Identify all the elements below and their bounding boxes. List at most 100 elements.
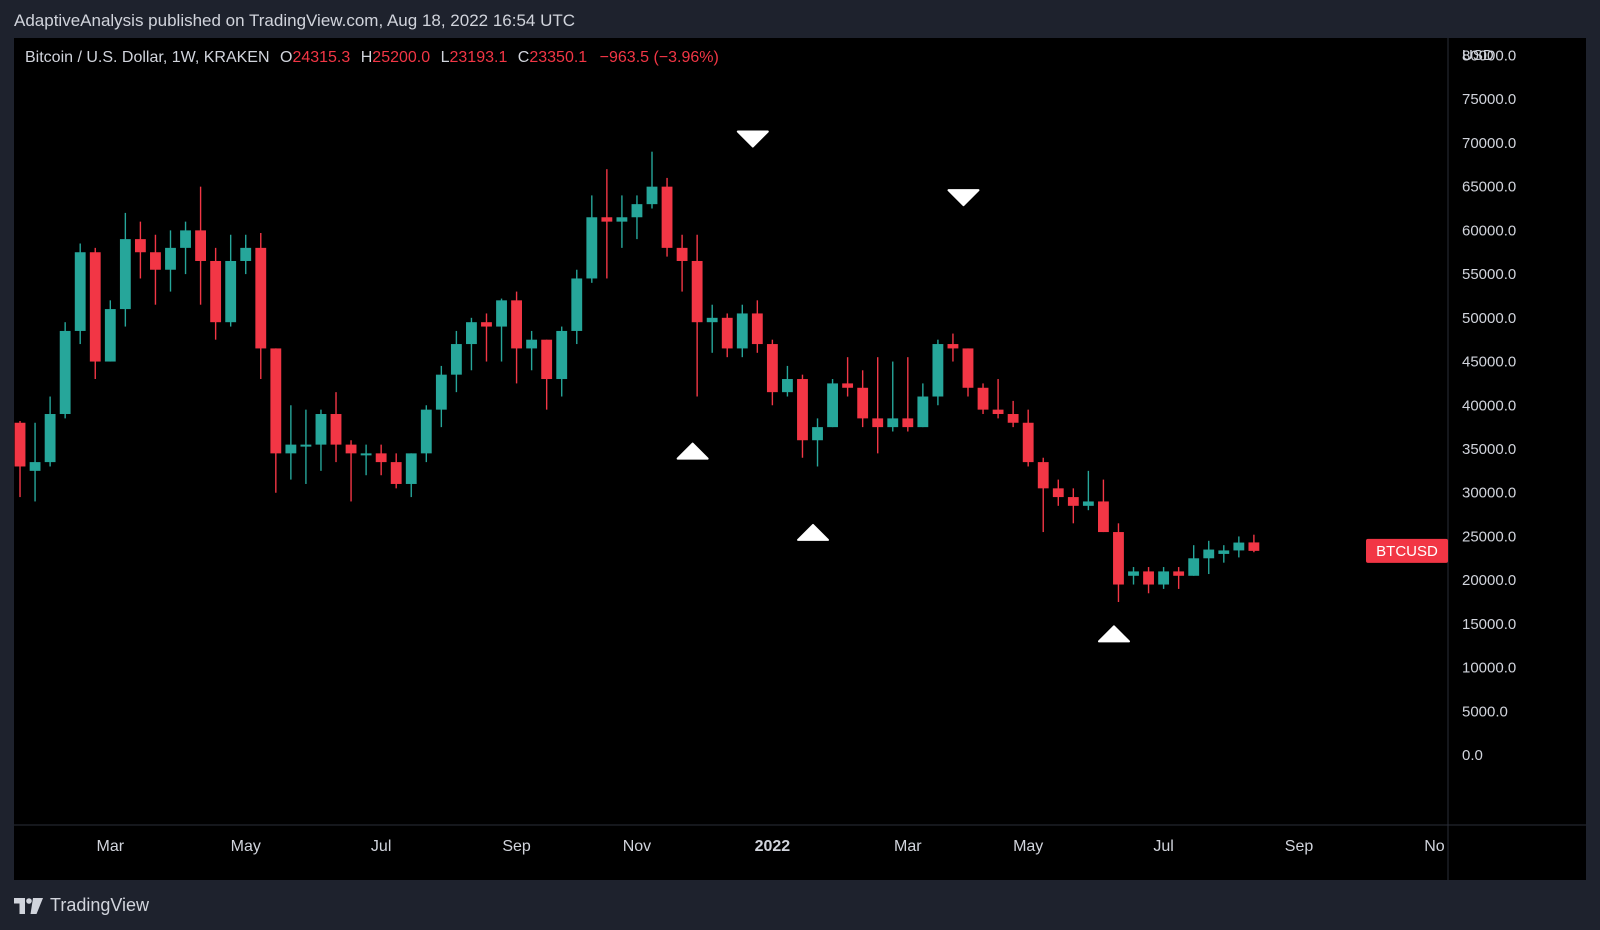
candle-body — [947, 344, 959, 349]
candle — [556, 326, 568, 397]
candle-body — [1248, 542, 1260, 551]
candles-layer — [14, 151, 1260, 603]
candle — [450, 330, 462, 393]
candle — [676, 234, 688, 292]
candle-body — [180, 230, 191, 248]
candle — [616, 195, 628, 248]
candle-body — [766, 344, 778, 393]
candle — [330, 392, 342, 463]
change-value: −963.5 (−3.96%) — [599, 49, 719, 66]
time-tick-label: Nov — [623, 838, 651, 855]
candle — [646, 151, 658, 209]
candle-body — [706, 317, 718, 323]
candle — [751, 300, 763, 353]
publisher-line: AdaptiveAnalysis published on TradingVie… — [14, 11, 576, 30]
candle — [661, 177, 673, 257]
candle-body — [390, 462, 402, 484]
candle-body — [240, 247, 252, 261]
price-tick-label: 60000.0 — [1462, 222, 1516, 239]
price-tick-label: 40000.0 — [1462, 397, 1516, 414]
candle-body — [751, 313, 763, 345]
candle-body — [917, 396, 929, 428]
candle — [721, 313, 733, 358]
candle — [977, 383, 989, 415]
candle-body — [721, 317, 733, 349]
time-tick-label: Jul — [371, 838, 391, 855]
candle — [89, 247, 101, 380]
candle — [420, 405, 432, 463]
candle — [511, 291, 522, 384]
price-tick-label: 30000.0 — [1462, 485, 1516, 502]
candle-body — [1022, 422, 1034, 463]
candle — [1188, 545, 1200, 576]
candle — [435, 365, 447, 428]
candle — [872, 357, 884, 454]
price-tick-label: 65000.0 — [1462, 179, 1516, 196]
price-tick-label: 15000.0 — [1462, 616, 1516, 633]
candle — [165, 230, 176, 292]
candle — [405, 453, 417, 498]
candle — [526, 330, 538, 371]
candle-body — [375, 453, 387, 463]
candle-body — [496, 300, 507, 327]
candle-body — [541, 339, 553, 380]
candle-body — [601, 217, 613, 222]
candle — [857, 370, 869, 428]
sell-signal-triangle — [947, 189, 980, 207]
time-tick-label: Mar — [894, 838, 922, 855]
candle-body — [872, 418, 884, 428]
candle-body — [962, 348, 974, 388]
candle-body — [225, 260, 237, 323]
candle-body — [782, 379, 793, 393]
candle-body — [1188, 558, 1200, 576]
high-value: 25200.0 — [372, 49, 431, 66]
candle — [1098, 479, 1109, 533]
symbol-title: Bitcoin / U.S. Dollar, 1W, KRAKEN — [25, 49, 270, 66]
candle — [917, 383, 929, 428]
candle — [1037, 457, 1049, 533]
candle-body — [1113, 532, 1124, 585]
candle-body — [857, 387, 869, 419]
candle-body — [195, 230, 207, 261]
candle — [1113, 523, 1124, 603]
price-axis-unit: USD — [1462, 47, 1494, 64]
chart-panel[interactable]: USD 80000.0 75000.0 70000.0 65000.0 60000.0 55… — [14, 38, 1586, 880]
candle-body — [1052, 488, 1064, 498]
candle — [1067, 488, 1079, 524]
candle-body — [300, 444, 312, 447]
candle-body — [932, 344, 944, 397]
candle-body — [827, 383, 838, 428]
candle — [29, 422, 41, 502]
candle — [360, 444, 372, 476]
candle — [842, 357, 854, 397]
candle-body — [586, 217, 598, 279]
candle-body — [1233, 542, 1245, 551]
candle-body — [285, 444, 297, 454]
candle — [1082, 470, 1094, 511]
candle — [812, 418, 823, 467]
candle — [466, 317, 477, 371]
candle-body — [1158, 571, 1170, 585]
candle-body — [330, 414, 342, 445]
candle-body — [616, 217, 628, 222]
candle-body — [14, 422, 26, 467]
candle — [375, 444, 387, 476]
price-tick-label: 25000.0 — [1462, 528, 1516, 545]
footer-brand[interactable]: TradingView — [14, 895, 149, 916]
time-tick-label: Jul — [1153, 838, 1173, 855]
candle — [270, 348, 282, 493]
candle-body — [210, 260, 222, 323]
candle — [481, 313, 492, 362]
time-tick-label: May — [1013, 838, 1043, 855]
candle — [255, 233, 267, 380]
time-axis: Mar May Jul Sep Nov 2022 Mar May Jul Sep No — [97, 838, 1445, 855]
candle — [736, 304, 748, 358]
buy-signal-triangle — [1097, 625, 1130, 643]
candle-body — [797, 379, 808, 441]
candle-body — [992, 409, 1004, 415]
close-label: C — [517, 49, 530, 66]
candle — [104, 300, 116, 362]
candle — [827, 379, 838, 428]
price-tick-label: 10000.0 — [1462, 660, 1516, 677]
